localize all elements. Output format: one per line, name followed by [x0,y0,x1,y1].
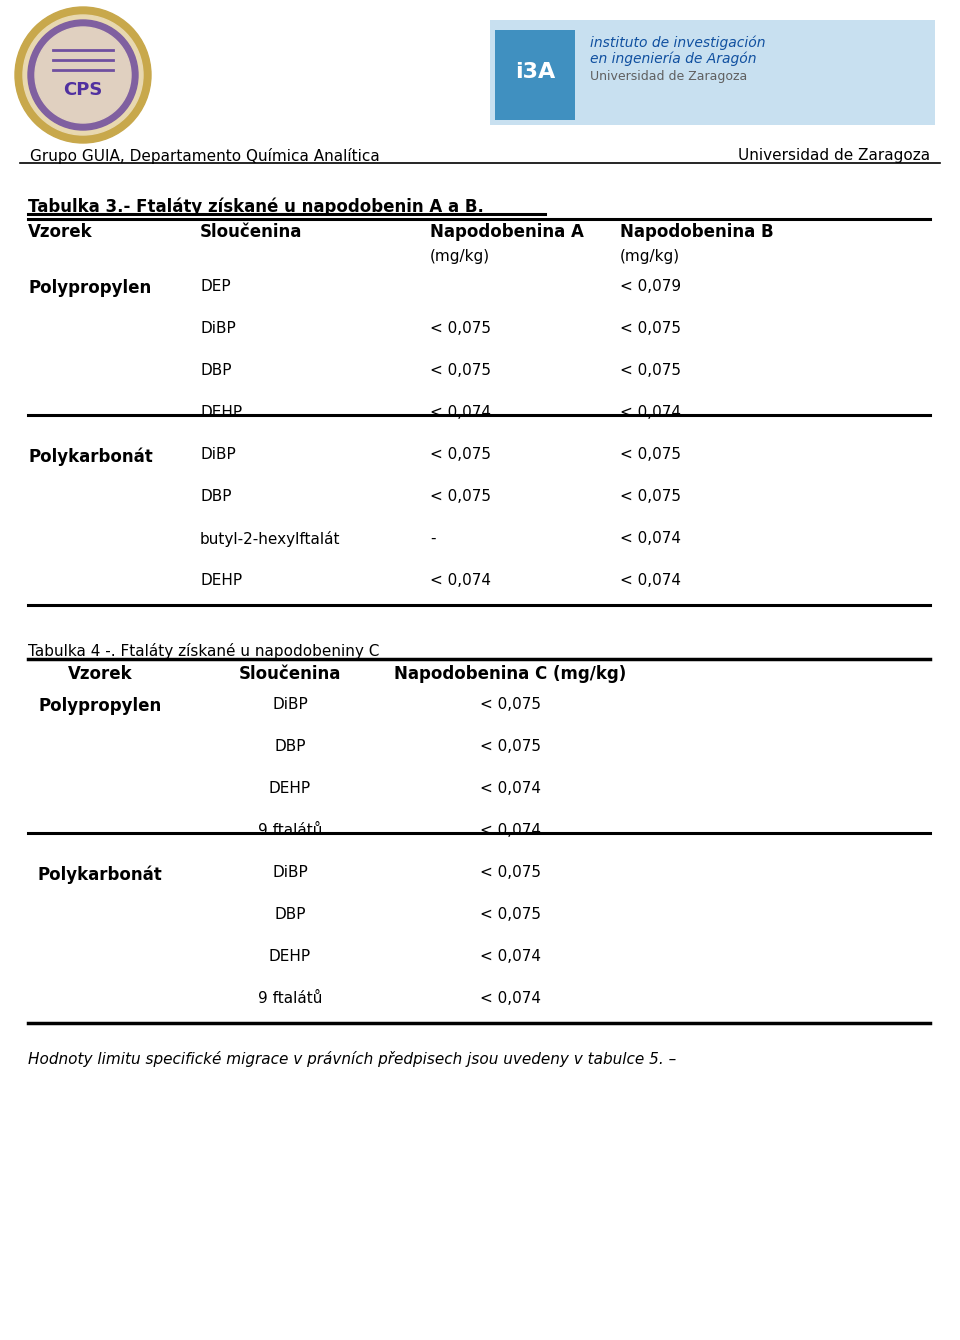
Text: DEP: DEP [200,279,230,293]
Text: (mg/kg): (mg/kg) [620,249,680,264]
Text: < 0,075: < 0,075 [620,448,681,462]
Text: < 0,079: < 0,079 [620,279,682,293]
Text: < 0,075: < 0,075 [479,738,540,754]
Text: < 0,074: < 0,074 [479,992,540,1006]
Text: i3A: i3A [515,62,555,82]
Text: Universidad de Zaragoza: Universidad de Zaragoza [590,70,747,83]
Text: < 0,074: < 0,074 [479,781,540,796]
Text: en ingeniería de Aragón: en ingeniería de Aragón [590,52,756,67]
Text: < 0,074: < 0,074 [479,949,540,963]
Text: < 0,075: < 0,075 [620,363,681,378]
Circle shape [35,27,131,123]
Text: < 0,074: < 0,074 [430,405,491,419]
Text: Napodobenina C (mg/kg): Napodobenina C (mg/kg) [394,665,626,683]
Text: Polypropylen: Polypropylen [28,279,152,297]
Text: Napodobenina B: Napodobenina B [620,222,774,241]
Circle shape [15,7,151,143]
Text: (mg/kg): (mg/kg) [430,249,491,264]
Text: Sloučenina: Sloučenina [200,222,302,241]
Text: < 0,075: < 0,075 [620,489,681,504]
Text: < 0,075: < 0,075 [430,448,491,462]
Text: Universidad de Zaragoza: Universidad de Zaragoza [738,147,930,163]
FancyBboxPatch shape [490,20,935,125]
Text: CPS: CPS [63,80,103,99]
Text: DBP: DBP [200,489,231,504]
Text: Sloučenina: Sloučenina [239,665,341,683]
Text: DiBP: DiBP [200,448,236,462]
Text: DEHP: DEHP [200,574,242,588]
Text: Napodobenina A: Napodobenina A [430,222,584,241]
Text: < 0,075: < 0,075 [479,697,540,712]
Text: DiBP: DiBP [272,866,308,880]
Text: DBP: DBP [275,907,305,922]
Text: Polykarbonát: Polykarbonát [37,866,162,883]
Text: < 0,074: < 0,074 [479,823,540,838]
Text: -: - [430,531,436,545]
Text: < 0,075: < 0,075 [620,322,681,336]
Text: Polypropylen: Polypropylen [38,697,161,716]
Text: Tabulka 3.- Ftaláty získané u napodobenin A a B.: Tabulka 3.- Ftaláty získané u napodobeni… [28,197,484,216]
Text: Hodnoty limitu specifické migrace v právních předpisech jsou uvedeny v tabulce 5: Hodnoty limitu specifické migrace v práv… [28,1051,676,1067]
Text: DiBP: DiBP [200,322,236,336]
Text: instituto de investigación: instituto de investigación [590,35,765,50]
Text: < 0,074: < 0,074 [430,574,491,588]
Text: DEHP: DEHP [269,949,311,963]
Text: 9 ftalátů: 9 ftalátů [258,992,323,1006]
Circle shape [28,20,138,130]
Text: < 0,074: < 0,074 [620,574,681,588]
Text: DEHP: DEHP [200,405,242,419]
Text: DBP: DBP [200,363,231,378]
Text: DBP: DBP [275,738,305,754]
Text: < 0,074: < 0,074 [620,405,681,419]
Text: Grupo GUIA, Departamento Química Analítica: Grupo GUIA, Departamento Química Analíti… [30,147,380,163]
Text: < 0,075: < 0,075 [430,363,491,378]
FancyBboxPatch shape [495,29,575,121]
Text: DEHP: DEHP [269,781,311,796]
Circle shape [23,15,143,135]
Text: < 0,075: < 0,075 [479,866,540,880]
Text: < 0,075: < 0,075 [430,489,491,504]
Text: Polykarbonát: Polykarbonát [28,448,153,465]
Text: butyl-2-hexylftalát: butyl-2-hexylftalát [200,531,341,547]
Text: < 0,075: < 0,075 [479,907,540,922]
Text: 9 ftalátů: 9 ftalátů [258,823,323,838]
Text: < 0,075: < 0,075 [430,322,491,336]
Text: < 0,074: < 0,074 [620,531,681,545]
Text: Vzorek: Vzorek [28,222,92,241]
Text: DiBP: DiBP [272,697,308,712]
Text: Vzorek: Vzorek [68,665,132,683]
Text: Tabulka 4 -. Ftaláty získané u napodobeniny C: Tabulka 4 -. Ftaláty získané u napodoben… [28,643,379,659]
